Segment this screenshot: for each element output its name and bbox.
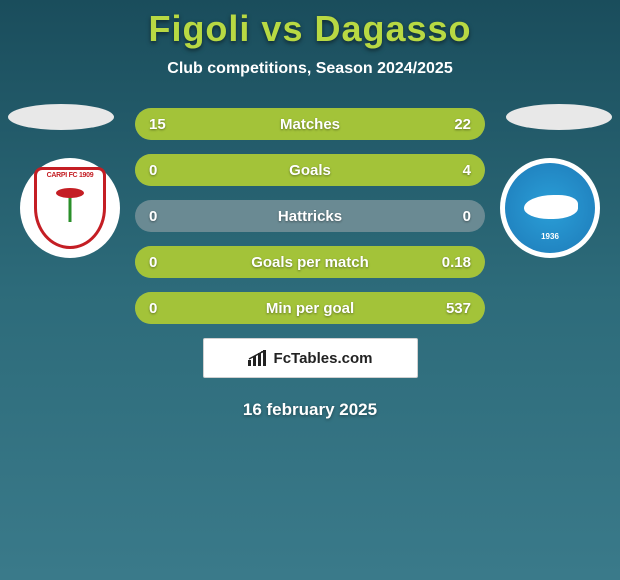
stat-value-right: 4 [463,162,471,179]
stat-row: 0 Min per goal 537 [135,292,485,324]
page-title: Figoli vs Dagasso [0,8,620,50]
stat-rows: 15 Matches 22 0 Goals 4 0 Hattricks 0 0 Goals per … [135,108,485,324]
team-badge-left: CARPI FC 1909 [20,158,120,258]
stat-value-right: 22 [454,116,471,133]
stat-label: Matches [280,116,340,133]
team-badge-right: 1936 [500,158,600,258]
bars-icon [248,350,268,366]
brand-text: FcTables.com [274,350,373,367]
stat-value-left: 0 [149,300,157,317]
infographic-root: Figoli vs Dagasso Club competitions, Sea… [0,0,620,420]
stat-value-right: 0.18 [442,254,471,271]
crest-pescara-year: 1936 [541,232,559,241]
stat-value-left: 0 [149,208,157,225]
crest-pescara: 1936 [505,163,595,253]
stat-row: 15 Matches 22 [135,108,485,140]
stats-section: CARPI FC 1909 1936 15 Matches 22 0 Goals 4 0 Ha… [0,108,620,324]
shadow-oval-left [8,104,114,130]
stat-row: 0 Hattricks 0 [135,200,485,232]
stat-value-left: 15 [149,116,166,133]
crest-carpi: CARPI FC 1909 [34,167,106,249]
stat-label: Goals per match [251,254,369,271]
stat-value-left: 0 [149,254,157,271]
crest-carpi-label: CARPI FC 1909 [37,172,103,179]
dolphin-icon [520,193,580,223]
stat-label: Goals [289,162,331,179]
shadow-oval-right [506,104,612,130]
stat-value-right: 0 [463,208,471,225]
brand-box: FcTables.com [203,338,418,378]
date-label: 16 february 2025 [0,400,620,420]
subtitle: Club competitions, Season 2024/2025 [0,60,620,78]
stat-label: Min per goal [266,300,354,317]
stat-value-left: 0 [149,162,157,179]
stat-value-right: 537 [446,300,471,317]
stat-row: 0 Goals 4 [135,154,485,186]
stat-label: Hattricks [278,208,342,225]
stat-row: 0 Goals per match 0.18 [135,246,485,278]
